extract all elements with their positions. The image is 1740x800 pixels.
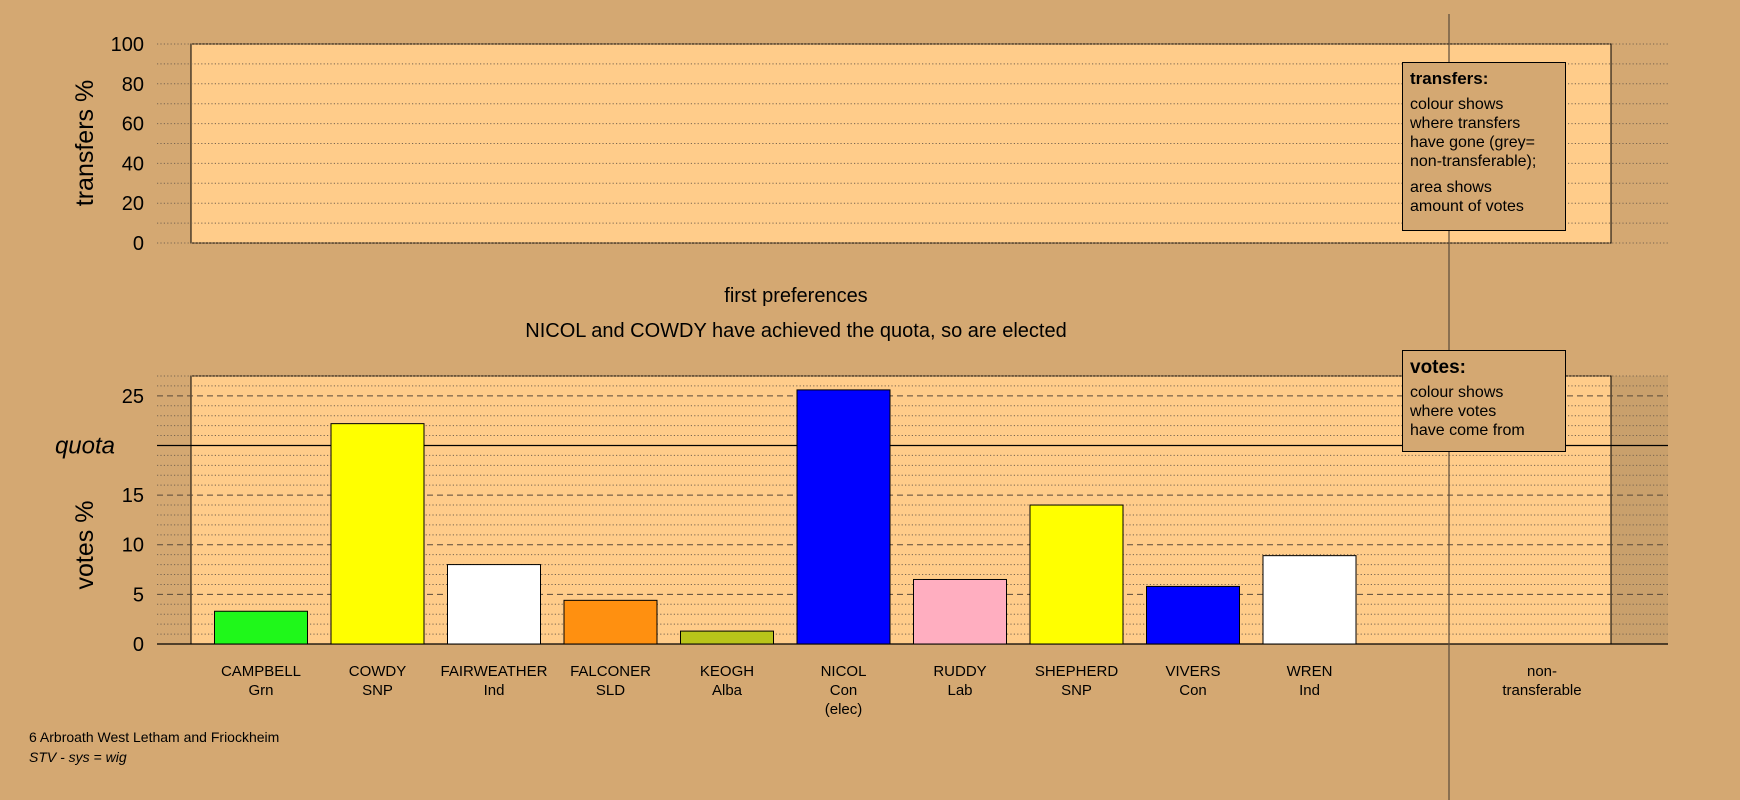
y-tick-label: 5 [133, 584, 144, 606]
votes-axis-label: votes % [71, 501, 99, 590]
chart-title: first preferences [724, 285, 867, 307]
candidate-party: SNP [362, 682, 393, 699]
votes-legend-line: colour shows [1410, 384, 1504, 401]
y-tick-label: 0 [133, 233, 144, 255]
candidate-party: Con [830, 682, 858, 699]
votes-legend-line: where votes [1410, 403, 1497, 420]
non-transferable-label: non- [1527, 663, 1557, 680]
transfers-axis-label: transfers % [71, 80, 99, 206]
bar-keogh [680, 630, 774, 645]
y-tick-label: 40 [122, 153, 144, 175]
candidate-name: FALCONER [570, 663, 651, 680]
candidate-name: NICOL [821, 663, 867, 680]
bar-falconer [563, 599, 658, 645]
transfers-legend-title: transfers: [1410, 69, 1489, 88]
candidate-name: COWDY [349, 663, 407, 680]
candidate-name: KEOGH [700, 663, 754, 680]
transfers-tick-labels: 0 20 40 60 80 100 [111, 34, 144, 255]
y-tick-label: 60 [122, 114, 144, 136]
transfers-legend-line: where transfers [1410, 115, 1521, 132]
candidate-party: Ind [484, 682, 505, 699]
candidate-labels: CAMPBELL Grn COWDY SNP FAIRWEATHER Ind FALCONE… [221, 663, 1582, 718]
votes-bars [214, 389, 1357, 645]
votes-legend-title: votes: [1410, 357, 1466, 378]
bar-campbell [214, 610, 308, 645]
bar-cowdy [330, 423, 425, 645]
y-tick-label: 20 [122, 193, 144, 215]
transfers-legend-line: colour shows [1410, 96, 1504, 113]
system-note: STV - sys = wig [29, 749, 127, 765]
candidate-party: SNP [1061, 682, 1092, 699]
transfers-legend-line: area shows [1410, 179, 1492, 196]
bar-nicol [796, 389, 891, 645]
bar-fairweather [447, 564, 541, 645]
candidate-name: RUDDY [933, 663, 986, 680]
candidate-name: SHEPHERD [1035, 663, 1119, 680]
votes-plot-area [190, 375, 1612, 645]
non-transferable-shade [1611, 376, 1668, 644]
candidate-name: FAIRWEATHER [441, 663, 548, 680]
candidate-party: Lab [947, 682, 972, 699]
candidate-party: Ind [1299, 682, 1320, 699]
candidate-name: VIVERS [1165, 663, 1220, 680]
transfers-legend-line: amount of votes [1410, 198, 1524, 215]
y-tick-label: 25 [122, 386, 144, 408]
votes-panel: 0 5 10 15 25 CAMPBELL Grn COWDY SNP FAIRWEATHER I… [55, 375, 1668, 718]
y-tick-label: 15 [122, 485, 144, 507]
y-tick-label: 0 [133, 634, 144, 656]
ward-name: 6 Arbroath West Letham and Friockheim [29, 729, 280, 745]
votes-legend: votes: colour shows where votes have com… [1402, 350, 1566, 452]
y-tick-label: 10 [122, 535, 144, 557]
chart-subtitle: NICOL and COWDY have achieved the quota,… [525, 320, 1066, 342]
bar-vivers [1146, 585, 1240, 645]
transfers-legend-line: have gone (grey= [1410, 134, 1535, 151]
bar-wren [1262, 555, 1357, 645]
transfers-legend: transfers: colour shows where transfers … [1402, 62, 1566, 231]
candidate-party: Grn [248, 682, 273, 699]
votes-tick-labels: 0 5 10 15 25 [122, 386, 144, 656]
candidate-party: Alba [712, 682, 743, 699]
candidate-party: SLD [596, 682, 625, 699]
transfers-legend-line: non-transferable); [1410, 153, 1537, 170]
bar-ruddy [913, 578, 1007, 645]
candidate-note: (elec) [825, 701, 863, 718]
bar-shepherd [1029, 504, 1124, 645]
candidate-party: Con [1179, 682, 1207, 699]
quota-label: quota [55, 432, 115, 459]
candidate-name: CAMPBELL [221, 663, 301, 680]
y-tick-label: 80 [122, 74, 144, 96]
y-tick-label: 100 [111, 34, 144, 56]
candidate-name: WREN [1287, 663, 1333, 680]
non-transferable-label: transferable [1502, 682, 1581, 699]
votes-legend-line: have come from [1410, 422, 1525, 439]
